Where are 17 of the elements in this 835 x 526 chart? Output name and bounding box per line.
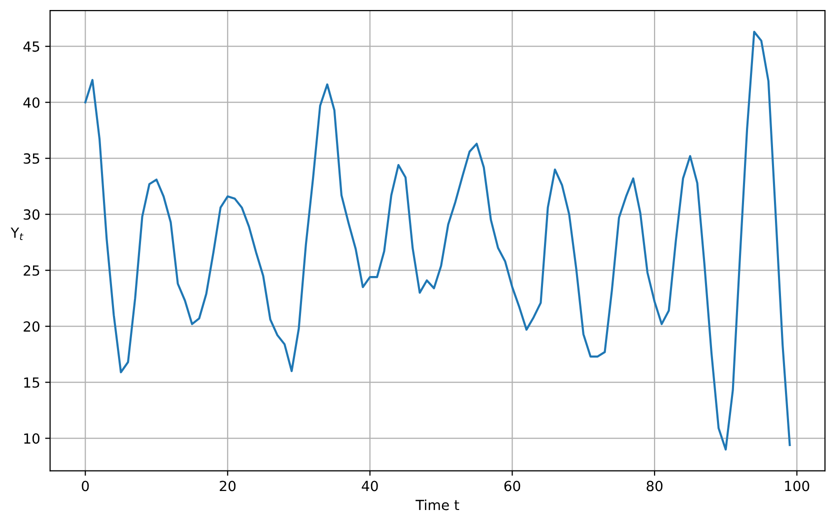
line-series	[84, 30, 791, 451]
y-tick-label: 40	[23, 97, 40, 108]
y-tick-label: 15	[24, 377, 40, 388]
y-axis-title: Y$_{t}$	[10, 228, 24, 240]
x-tick-label: 0	[82, 480, 89, 492]
x-tick-label: 100	[785, 480, 810, 492]
x-tick-label: 60	[504, 480, 520, 492]
x-axis-title: Time t	[416, 499, 460, 510]
x-tick-label: 20	[220, 480, 236, 492]
y-tick-label: 10	[24, 433, 40, 444]
y-tick-label: 25	[24, 265, 40, 276]
y-tick-label: 30	[24, 209, 40, 220]
y-tick-label: 45	[23, 42, 40, 52]
y-tick-label: 35	[24, 153, 40, 164]
x-tick-label: 80	[646, 480, 662, 492]
x-tick-label: 40	[362, 480, 378, 492]
y-tick-label: 20	[24, 321, 40, 332]
